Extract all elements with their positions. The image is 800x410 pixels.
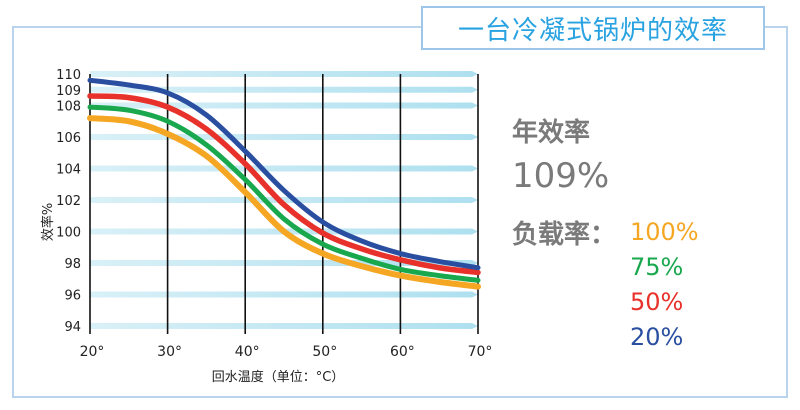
chart-frame [12,26,788,398]
y-tick-label-109: 109 [56,84,81,99]
y-tick-label-110: 110 [56,68,81,83]
x-axis-label: 回水温度（单位：°C） [212,369,345,385]
grid-band-110 [90,71,478,77]
series-line-20pct [87,77,481,271]
chart-title: 一台冷凝式锅炉的效率 [457,15,728,46]
load-rate-50: 50% [630,288,684,316]
y-tick-label-102: 102 [56,194,81,209]
y-tick-label-108: 108 [56,100,81,115]
load-rate-20: 20% [630,323,684,351]
x-tick-label-40: 40° [235,344,260,360]
x-tick-labels: 20° 30° 40° 50° 60° 70° [80,344,493,360]
load-rate-75: 75% [630,253,684,281]
grid-band-109 [90,86,478,93]
series-line-75pct [87,104,481,283]
y-tick-label-94: 94 [64,320,81,335]
title-box: 一台冷凝式锅炉的效率 [421,6,765,50]
grid-band-96 [90,291,478,298]
series-line-50pct [87,93,481,276]
grid-band-106 [90,134,478,140]
annual-efficiency-value: 109% [512,156,610,196]
grid-band-94 [90,323,478,329]
y-tick-label-96: 96 [64,289,81,304]
grid-bands [90,71,478,329]
load-rate-100: 100% [630,218,699,246]
series-lines [87,77,481,290]
y-tick-label-104: 104 [56,163,81,178]
load-rate-label: 负载率： [512,220,617,250]
y-tick-label-98: 98 [64,257,81,272]
annual-efficiency-label: 年效率 [512,118,591,148]
y-tick-label-100: 100 [56,226,81,241]
x-tick-label-20: 20° [80,344,105,360]
grid-band-102 [90,197,478,203]
y-axis-label: 效率% [40,203,56,241]
y-tick-label-106: 106 [56,131,81,146]
series-line-100pct [87,115,481,290]
x-tick-label-60: 60° [390,344,415,360]
x-tick-label-30: 30° [157,344,182,360]
grid-band-104 [90,165,478,172]
x-tick-label-50: 50° [312,344,337,360]
annual-efficiency-label-wrap: 年效率 [512,112,590,149]
x-tick-label-70: 70° [468,344,493,360]
